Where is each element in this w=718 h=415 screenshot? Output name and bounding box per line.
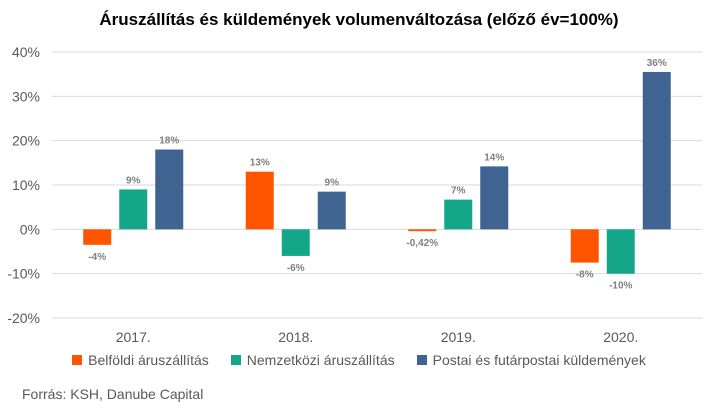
data-label: 14% <box>484 152 504 163</box>
legend-item-postai: Postai és futárpostai küldemények <box>416 352 646 368</box>
y-tick-label: 30% <box>12 88 40 104</box>
gridlines <box>52 51 702 319</box>
y-tick-label: -10% <box>7 266 40 282</box>
data-label: -6% <box>287 263 305 274</box>
x-tick-label: 2020. <box>603 329 638 345</box>
bar <box>155 149 184 230</box>
bar <box>119 189 148 230</box>
data-label: 9% <box>126 175 141 186</box>
data-label: 9% <box>325 178 340 189</box>
bar <box>642 71 671 230</box>
legend-label: Belföldi áruszállítás <box>88 352 209 368</box>
source-note: Forrás: KSH, Danube Capital <box>22 386 204 402</box>
y-tick-label: -20% <box>7 310 40 326</box>
chart-title: Áruszállítás és küldemények volumenválto… <box>99 10 619 29</box>
bar <box>83 229 112 245</box>
bar <box>317 191 346 230</box>
legend-label: Nemzetközi áruszállítás <box>246 352 395 368</box>
y-tick-label: 0% <box>20 221 40 237</box>
data-label: -4% <box>88 252 106 263</box>
bar <box>606 229 635 274</box>
legend-item-nemzetkozi: Nemzetközi áruszállítás <box>230 352 395 368</box>
bar <box>444 199 473 230</box>
data-label: -8% <box>576 270 594 281</box>
y-axis-ticks: -20% -10% 0% 10% 20% 30% 40% <box>7 44 40 326</box>
x-tick-label: 2017. <box>116 329 151 345</box>
legend-item-belfoldi: Belföldi áruszállítás <box>72 352 209 368</box>
y-tick-label: 10% <box>12 177 40 193</box>
legend-swatch <box>230 355 241 365</box>
x-axis-ticks: 2017. 2018. 2019. 2020. <box>116 329 639 345</box>
legend-label: Postai és futárpostai küldemények <box>432 352 646 368</box>
bar <box>281 229 310 256</box>
legend: Belföldi áruszállítás Nemzetközi áruszál… <box>0 352 718 368</box>
legend-swatch <box>416 355 427 365</box>
bar <box>480 166 509 230</box>
bar <box>570 229 599 263</box>
legend-swatch <box>72 355 83 365</box>
x-tick-label: 2019. <box>441 329 476 345</box>
data-label: 36% <box>647 58 667 69</box>
bar <box>408 229 437 232</box>
bars <box>83 71 671 274</box>
data-label: -10% <box>609 281 632 292</box>
x-tick-label: 2018. <box>278 329 313 345</box>
data-label: 13% <box>250 158 270 169</box>
data-label: 7% <box>451 186 466 197</box>
y-tick-label: 20% <box>12 133 40 149</box>
data-label: -0,42% <box>406 238 438 249</box>
y-tick-label: 40% <box>12 44 40 60</box>
bar <box>245 171 274 230</box>
data-label: 18% <box>159 136 179 147</box>
data-labels: -4% 9% 18% 13% -6% 9% -0,42% 7% 14% -8% -10% 36% <box>88 58 667 292</box>
